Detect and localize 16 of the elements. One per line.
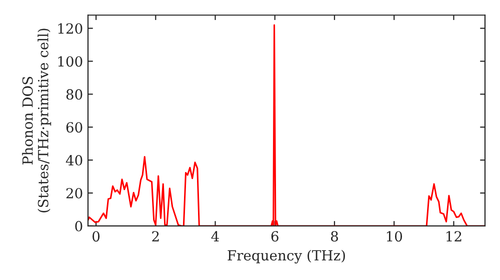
y-tick-label: 0 — [75, 220, 82, 232]
x-tick-label: 4 — [211, 231, 219, 242]
x-tick-label: 2 — [152, 231, 159, 242]
y-axis-title: Phonon DOS (States/THz·primitive cell) — [22, 28, 52, 212]
x-tick-label: 12 — [446, 231, 462, 242]
x-tick-label: 6 — [271, 231, 278, 242]
x-tick-label: 0 — [92, 231, 100, 242]
y-tick-label: 80 — [66, 89, 82, 100]
y-tick-label: 20 — [66, 188, 82, 198]
x-tick-label: 8 — [330, 231, 338, 242]
x-tick-label: 10 — [386, 231, 402, 242]
x-axis-title: Frequency (THz) — [228, 250, 345, 264]
y-tick-label: 60 — [66, 122, 82, 133]
y-tick-label: 120 — [58, 23, 82, 34]
y-tick-label: 40 — [66, 155, 82, 166]
y-tick-label: 100 — [58, 56, 82, 67]
